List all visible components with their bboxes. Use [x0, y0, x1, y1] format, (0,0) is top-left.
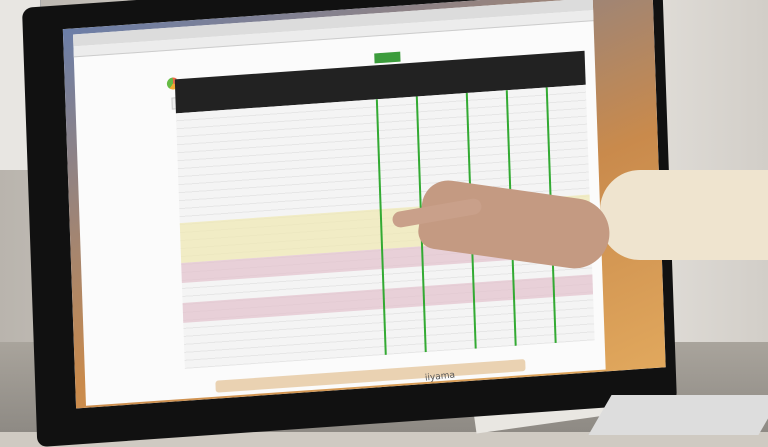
sweater-sleeve [600, 170, 768, 260]
highlight-row-group [182, 274, 594, 323]
keyboard [588, 395, 768, 435]
export-button[interactable] [374, 51, 401, 64]
